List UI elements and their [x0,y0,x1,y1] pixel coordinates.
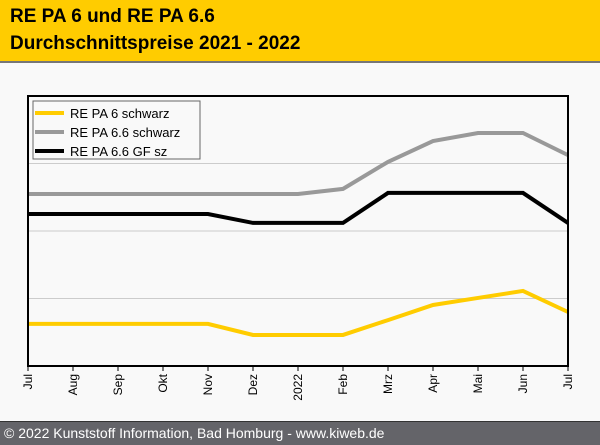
x-tick-label: Dez [246,374,260,395]
x-tick-label: Jul [561,374,575,389]
x-tick-label: Mai [471,374,485,393]
legend-label: RE PA 6.6 schwarz [70,125,180,140]
footer: © 2022 Kunststoff Information, Bad Hombu… [0,421,600,445]
copyright-text: © 2022 Kunststoff Information, Bad Hombu… [4,425,385,441]
x-tick-label: Feb [336,374,350,395]
x-tick-label: Aug [66,374,80,395]
x-tick-label: Nov [201,374,215,395]
x-axis-ticks: Jul Aug Sep Okt Nov Dez 2022 Feb Mrz Apr Mai Jun Jul [21,366,575,401]
legend: RE PA 6 schwarz RE PA 6.6 schwarz RE PA 6.… [32,100,201,160]
series-line-re-pa-6-6-schwarz [28,130,569,197]
chart-title-line-2: Durchschnittspreise 2021 - 2022 [10,33,301,54]
gridlines [28,163,568,299]
chart-title-line-1: RE PA 6 und RE PA 6.6 [10,6,215,27]
series-line-re-pa-6-schwarz [28,288,569,337]
x-tick-label: Jun [516,374,530,393]
title-bar: RE PA 6 und RE PA 6.6 Durchschnittspreis… [0,0,600,63]
legend-label: RE PA 6 schwarz [70,106,169,121]
x-tick-label: 2022 [291,374,305,401]
x-tick-label: Apr [426,374,440,393]
x-tick-label: Jul [21,374,35,389]
series-lines [28,130,570,337]
series-line-re-pa-6-6-gf-sz [28,190,570,225]
x-tick-label: Sep [111,374,125,396]
x-tick-label: Okt [156,373,170,392]
x-tick-label: Mrz [381,374,395,394]
legend-label: RE PA 6.6 GF sz [70,144,167,159]
